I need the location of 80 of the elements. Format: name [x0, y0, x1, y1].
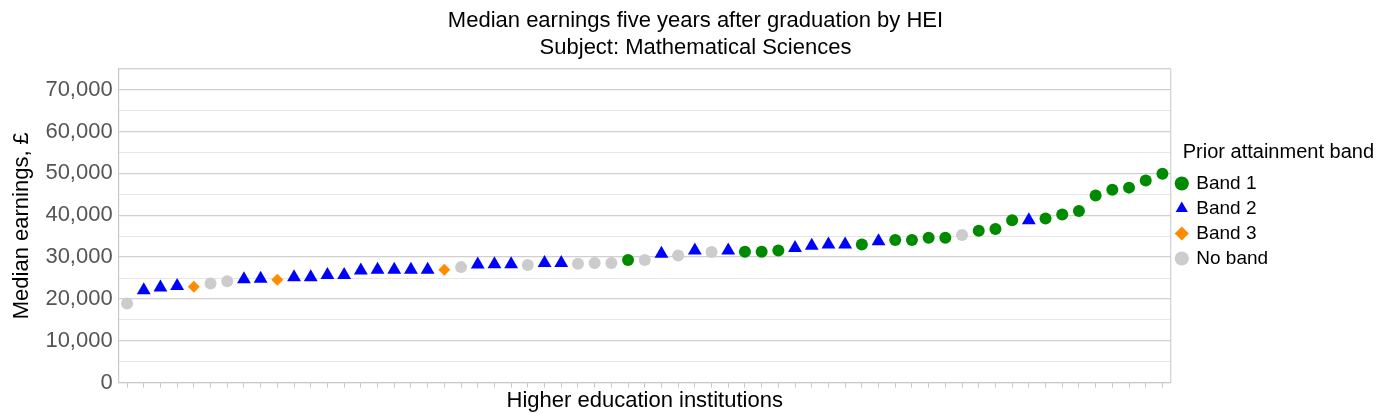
point [204, 277, 217, 290]
point [253, 270, 268, 283]
point [1006, 214, 1019, 227]
point [187, 280, 200, 293]
point [939, 231, 952, 244]
point [605, 256, 618, 269]
chart-title: Median earnings five years after graduation by HEI [447, 7, 944, 33]
point [1089, 189, 1102, 202]
chart-subtitle: Subject: Mathematical Sciences [539, 33, 852, 59]
point [738, 245, 751, 258]
point [1039, 212, 1052, 225]
point [504, 256, 519, 269]
point [821, 236, 836, 249]
point [687, 242, 702, 255]
point [855, 238, 868, 251]
point [571, 257, 584, 270]
y-tick-label: 40,000 [45, 201, 113, 227]
point [537, 254, 552, 267]
legend-label: Band 2 [1196, 196, 1257, 218]
legend-label: No band [1196, 246, 1269, 268]
point [420, 261, 435, 274]
point [271, 273, 284, 286]
point [672, 249, 685, 262]
point [487, 256, 502, 269]
point [554, 254, 569, 267]
point [303, 269, 318, 282]
y-tick-label: 10,000 [45, 326, 113, 352]
point [387, 261, 402, 274]
point [788, 239, 802, 252]
point [221, 275, 234, 288]
legend-label: Band 3 [1196, 221, 1257, 243]
legend-title: Prior attainment band [1182, 139, 1375, 162]
legend-label: Band 1 [1196, 171, 1257, 193]
point [455, 261, 468, 274]
point [170, 277, 185, 290]
point [1021, 212, 1036, 225]
point [1072, 205, 1085, 218]
point [755, 245, 768, 258]
point [705, 246, 718, 259]
point [320, 267, 335, 280]
y-tick-label: 0 [100, 368, 113, 394]
point [588, 256, 601, 269]
point [237, 271, 251, 284]
point [804, 237, 819, 250]
y-tick-label: 60,000 [45, 117, 113, 143]
point [521, 259, 534, 272]
point [871, 233, 886, 246]
y-tick-label: 30,000 [45, 243, 113, 269]
point [121, 297, 134, 310]
point [136, 282, 151, 295]
y-tick-label: 70,000 [45, 75, 113, 101]
point [470, 256, 485, 269]
point [1123, 181, 1136, 194]
point [989, 223, 1002, 236]
point [905, 233, 918, 246]
point [353, 262, 368, 275]
point [1156, 167, 1169, 180]
y-tick-label: 50,000 [45, 159, 113, 185]
point [404, 261, 418, 274]
point [337, 267, 352, 280]
point [922, 231, 935, 244]
point [972, 224, 985, 237]
point [638, 254, 651, 267]
point [1056, 208, 1069, 221]
point [1106, 183, 1119, 196]
point [721, 242, 736, 255]
point [287, 269, 301, 282]
x-axis-title: Higher education institutions [506, 386, 783, 412]
point [370, 261, 385, 274]
point [772, 244, 785, 257]
point [654, 245, 669, 258]
point [889, 233, 902, 246]
point [622, 254, 635, 267]
y-axis-title: Median earnings, £ [8, 132, 34, 320]
point [438, 263, 451, 276]
y-tick-label: 20,000 [45, 284, 113, 310]
point [1139, 174, 1152, 187]
point [153, 279, 168, 292]
point [956, 228, 969, 241]
point [838, 236, 853, 249]
